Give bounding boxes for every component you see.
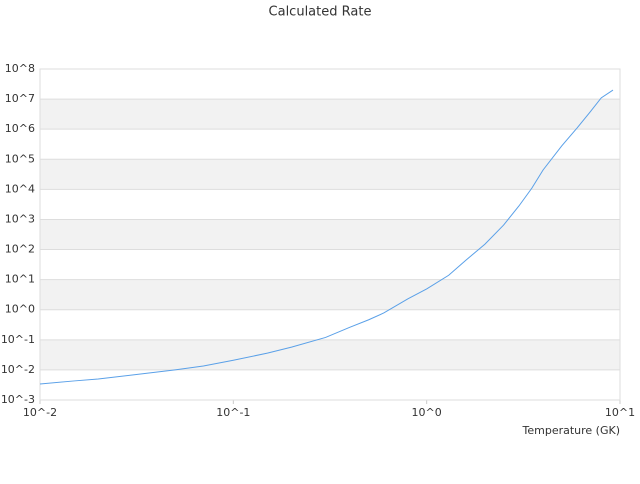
y-tick-label: 10^4 — [5, 182, 35, 195]
x-tick-label: 10^-1 — [216, 406, 250, 419]
y-tick-label: 10^0 — [5, 303, 35, 316]
x-tick-label: 10^-2 — [23, 406, 57, 419]
x-tick-label: 10^1 — [605, 406, 635, 419]
y-tick-label: 10^7 — [5, 92, 35, 105]
y-tick-label: 10^1 — [5, 273, 35, 286]
y-tick-label: 10^5 — [5, 152, 35, 165]
grid-band — [40, 279, 620, 310]
y-tick-label: 10^6 — [5, 122, 35, 135]
x-tick-label: 10^0 — [412, 406, 442, 419]
grid-band — [40, 219, 620, 250]
data-line — [39, 89, 614, 385]
grid-band — [40, 99, 620, 130]
y-tick-label: 10^8 — [5, 62, 35, 75]
y-tick-label: 10^-2 — [1, 363, 35, 376]
y-tick-label: 10^3 — [5, 212, 35, 225]
y-tick-label: 10^2 — [5, 243, 35, 256]
plot-border — [39, 68, 621, 401]
y-tick-label: 10^-3 — [1, 393, 35, 406]
chart-title: Calculated Rate — [269, 5, 372, 20]
grid-band — [40, 159, 620, 190]
grid-band — [40, 339, 620, 370]
y-tick-label: 10^-1 — [1, 333, 35, 346]
x-axis-label: Temperature (GK) — [522, 424, 621, 437]
